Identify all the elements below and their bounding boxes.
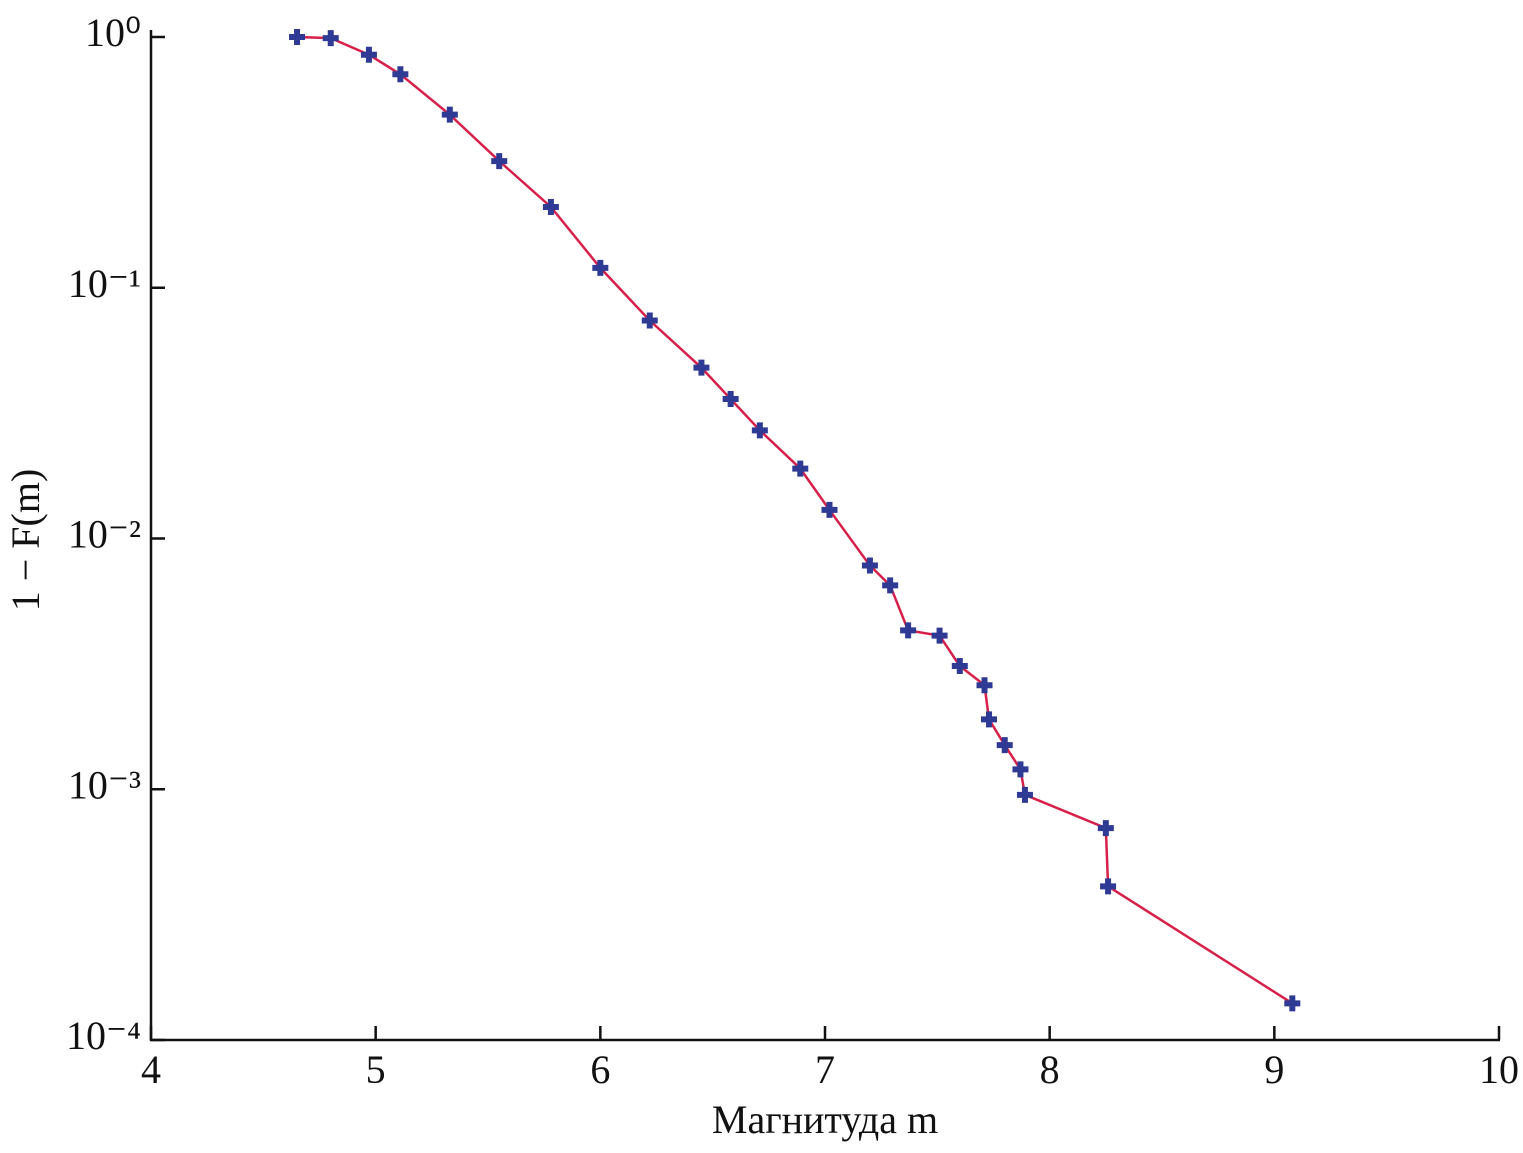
data-point — [882, 577, 899, 594]
data-point — [441, 106, 458, 123]
data-point — [1284, 995, 1301, 1012]
data-point — [542, 198, 559, 215]
y-tick-label: 10⁻¹ — [68, 261, 141, 306]
x-tick-label: 7 — [815, 1047, 835, 1092]
data-point — [1097, 820, 1114, 837]
x-tick-label: 10 — [1479, 1047, 1519, 1092]
data-point — [641, 312, 658, 329]
data-point — [996, 737, 1013, 754]
data-point — [722, 391, 739, 408]
data-point — [931, 627, 948, 644]
data-point — [392, 66, 409, 83]
y-tick-label: 10⁻⁴ — [66, 1013, 141, 1058]
y-axis-label: 1 − F(m) — [3, 469, 48, 612]
x-axis-label: Магнитуда m — [712, 1097, 938, 1142]
data-point — [322, 30, 339, 47]
y-tick-label: 10⁻² — [68, 512, 141, 557]
data-point — [976, 677, 993, 694]
data-point — [491, 153, 508, 170]
data-point — [792, 460, 809, 477]
data-point — [1100, 878, 1117, 895]
data-point — [1016, 786, 1033, 803]
y-tick-label: 10⁻³ — [68, 762, 141, 807]
data-point — [1012, 761, 1029, 778]
data-line — [296, 35, 1293, 1005]
data-point — [592, 259, 609, 276]
x-tick-label: 6 — [590, 1047, 610, 1092]
x-tick-label: 5 — [366, 1047, 386, 1092]
data-point — [900, 622, 917, 639]
x-tick-label: 8 — [1040, 1047, 1060, 1092]
data-point — [821, 501, 838, 518]
y-tick-label: 10⁰ — [85, 10, 141, 55]
data-point — [289, 29, 306, 45]
data-point — [751, 422, 768, 439]
data-point — [693, 359, 710, 376]
data-point — [861, 557, 878, 574]
data-point — [360, 46, 377, 63]
x-tick-label: 4 — [141, 1047, 161, 1092]
data-point — [951, 658, 968, 675]
data-point — [981, 711, 998, 728]
x-tick-label: 9 — [1264, 1047, 1284, 1092]
